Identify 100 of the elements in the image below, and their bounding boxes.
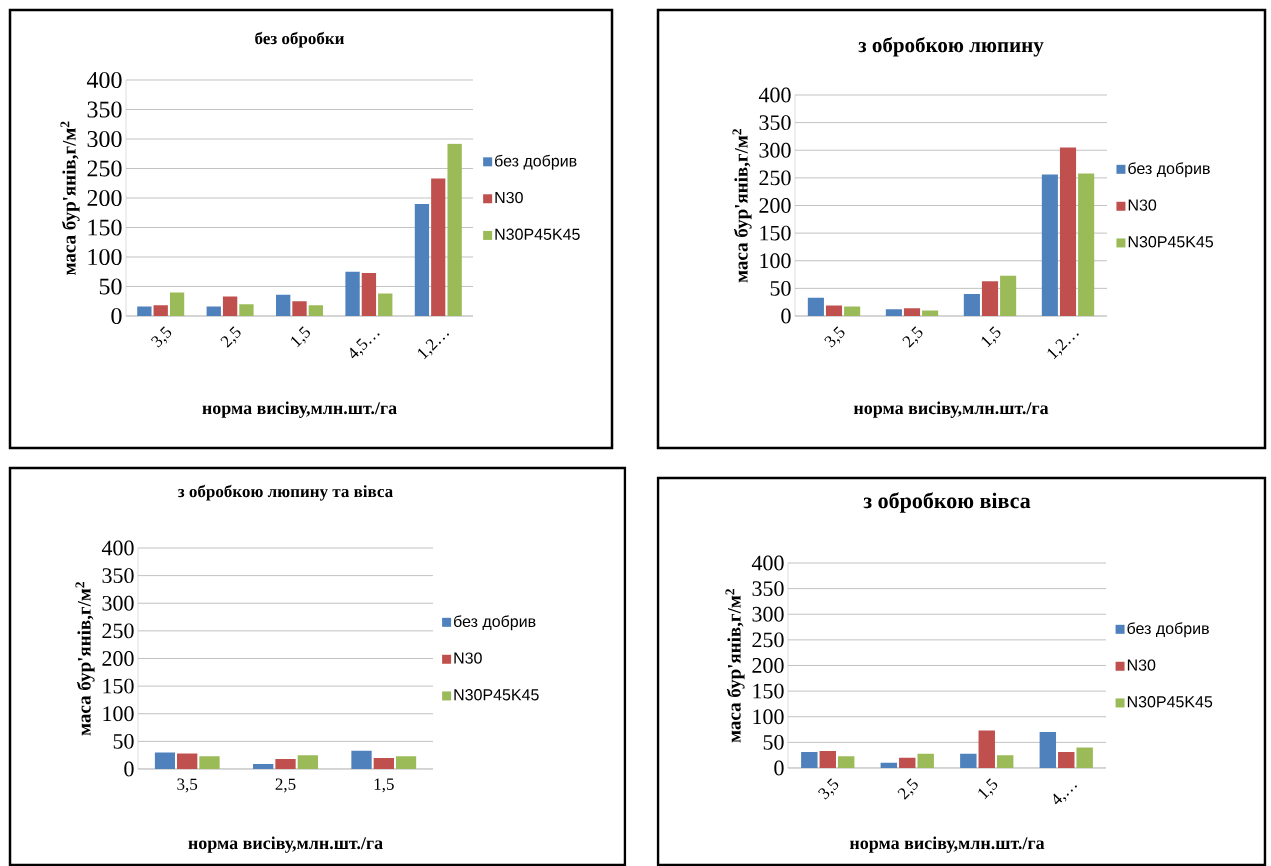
bar	[1039, 732, 1057, 768]
y-tick-label: 150	[103, 678, 134, 694]
bar	[308, 305, 324, 316]
bar	[222, 296, 238, 316]
y-tick-label: 250	[102, 623, 134, 639]
bar	[837, 756, 855, 768]
x-axis-title: норма висіву,млн.шт./га	[188, 836, 383, 853]
y-axis-title: маса бур'янів,г/м$^{2}$	[75, 582, 95, 736]
bar	[1059, 147, 1077, 316]
y-tick-label: 100	[753, 709, 784, 725]
y-tick-label: 250	[87, 160, 122, 177]
bar	[996, 755, 1014, 768]
y-tick-label: 0	[111, 307, 122, 324]
bar	[361, 272, 377, 316]
bar	[239, 304, 254, 316]
bar	[1041, 174, 1058, 316]
legend-label: без добрив	[1128, 162, 1210, 178]
y-tick-label: 400	[758, 87, 791, 103]
y-tick-label: 150	[88, 219, 122, 236]
x-tick-label: 4,5…	[350, 333, 380, 359]
bar	[917, 753, 934, 768]
legend-label: N30	[1128, 199, 1157, 211]
bar	[960, 753, 977, 768]
x-axis-title: норма висіву,млн.шт./га	[853, 401, 1049, 418]
y-tick-label: 50	[113, 733, 134, 749]
bar	[206, 306, 221, 316]
legend-label: без добрив	[1127, 622, 1209, 638]
x-tick-label: 4,…	[1053, 785, 1077, 805]
y-tick-label: 100	[760, 253, 791, 269]
bar	[137, 306, 152, 316]
legend-label: N30P45K45	[454, 689, 539, 701]
bar	[378, 293, 393, 316]
bar	[903, 308, 921, 316]
y-axis-title: маса бур'янів,г/м$^{2}$	[725, 589, 745, 743]
y-tick-label: 50	[770, 280, 791, 296]
legend-label: N30P45K45	[1127, 696, 1213, 708]
y-tick-label: 0	[124, 761, 134, 777]
y-tick-label: 350	[752, 581, 784, 596]
y-tick-label: 150	[753, 683, 784, 699]
y-tick-label: 200	[752, 657, 784, 673]
y-tick-label: 200	[102, 650, 134, 666]
bar	[922, 310, 939, 316]
x-tick-label: 3,5	[824, 326, 845, 348]
x-tick-label: 1,2…	[1047, 333, 1079, 360]
bar	[292, 301, 307, 316]
y-tick-label: 50	[99, 278, 122, 295]
y-tick-label: 0	[781, 308, 791, 324]
y-tick-label: 400	[101, 540, 134, 556]
x-tick-label: 1,2…	[417, 333, 449, 360]
y-tick-label: 200	[87, 189, 122, 206]
x-tick-label: 2,5	[220, 326, 241, 348]
bar	[1078, 173, 1095, 316]
chart-title: з обробкою люпину	[858, 36, 1044, 57]
chart-title: без обробки	[255, 31, 345, 48]
bar	[899, 757, 916, 768]
bar	[275, 294, 291, 316]
bar	[1058, 751, 1075, 768]
y-tick-label: 50	[763, 734, 784, 750]
bar	[807, 297, 824, 316]
x-tick-label: 3,5	[151, 326, 172, 348]
bar	[431, 178, 446, 316]
x-axis-title: норма висіву,млн.шт./га	[849, 836, 1045, 853]
y-tick-label: 250	[759, 170, 791, 186]
chart-title: з обробкою вівса	[863, 492, 1031, 513]
y-axis-title: маса бур'янів,г/м$^{2}$	[60, 121, 80, 275]
y-tick-label: 300	[87, 130, 122, 147]
x-tick-label: 1,5	[291, 326, 310, 348]
legend-label: N30P45K45	[1128, 236, 1214, 248]
bar	[1000, 275, 1017, 316]
y-tick-label: 150	[760, 225, 791, 241]
y-tick-label: 400	[751, 555, 784, 571]
x-tick-label: 2,5	[897, 778, 918, 800]
y-tick-label: 300	[102, 595, 134, 611]
bar	[345, 271, 360, 316]
legend-label: N30	[495, 191, 523, 204]
chart-title: з обробкою люпину та вівса	[178, 484, 393, 501]
y-tick-label: 300	[759, 142, 791, 158]
x-tick-label: 1,5	[374, 778, 394, 793]
bar	[169, 292, 185, 316]
y-tick-label: 250	[752, 632, 784, 648]
x-axis-title: норма висіву,млн.шт./га	[202, 401, 397, 418]
bar	[844, 306, 861, 316]
y-tick-label: 0	[774, 760, 784, 776]
y-tick-label: 350	[759, 115, 791, 130]
x-tick-label: 1,5	[981, 326, 1001, 348]
bar	[825, 305, 843, 316]
y-tick-label: 350	[87, 101, 122, 118]
y-tick-label: 300	[752, 606, 784, 622]
x-tick-label: 3,5	[818, 778, 839, 800]
bar	[414, 203, 430, 316]
bar	[153, 305, 168, 316]
y-axis-title: маса бур'янів,г/м$^{2}$	[732, 129, 752, 283]
legend-label: N30	[1127, 659, 1156, 671]
bar	[981, 281, 999, 316]
y-tick-label: 350	[102, 568, 134, 583]
bar	[885, 309, 902, 316]
bar	[801, 751, 818, 768]
legend-label: без добрив	[495, 154, 577, 170]
bar	[880, 762, 898, 768]
x-tick-label: 2,5	[902, 326, 923, 348]
